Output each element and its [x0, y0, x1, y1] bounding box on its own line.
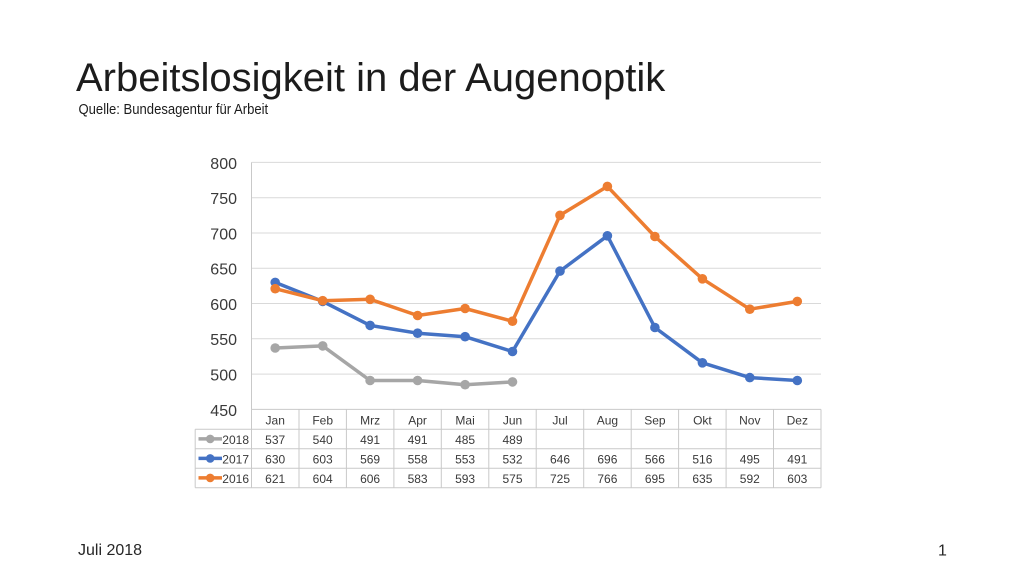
svg-text:Jul: Jul	[552, 413, 567, 427]
svg-text:500: 500	[210, 368, 237, 385]
svg-text:Arbeitslosigkeit in der Augeno: Arbeitslosigkeit in der Augenoptik	[76, 56, 666, 100]
svg-text:491: 491	[360, 433, 380, 447]
svg-text:495: 495	[740, 452, 760, 466]
svg-text:516: 516	[692, 452, 712, 466]
svg-text:604: 604	[313, 472, 333, 486]
svg-text:695: 695	[645, 472, 665, 486]
svg-text:491: 491	[408, 433, 428, 447]
svg-text:Juli 2018: Juli 2018	[78, 542, 142, 559]
svg-text:558: 558	[408, 452, 428, 466]
svg-text:553: 553	[455, 452, 475, 466]
svg-text:1: 1	[938, 543, 947, 560]
svg-text:600: 600	[210, 297, 237, 314]
svg-text:Aug: Aug	[597, 413, 618, 427]
svg-text:750: 750	[210, 191, 237, 208]
svg-text:550: 550	[210, 332, 237, 349]
svg-text:Okt: Okt	[693, 413, 712, 427]
svg-text:Sep: Sep	[644, 413, 666, 427]
svg-text:Apr: Apr	[408, 413, 427, 427]
svg-text:Nov: Nov	[739, 413, 760, 427]
svg-text:540: 540	[313, 433, 333, 447]
svg-text:491: 491	[787, 452, 807, 466]
svg-text:766: 766	[597, 472, 617, 486]
svg-text:635: 635	[692, 472, 712, 486]
svg-text:537: 537	[265, 433, 285, 447]
svg-text:450: 450	[210, 403, 237, 420]
svg-text:485: 485	[455, 433, 475, 447]
svg-text:Dez: Dez	[787, 413, 808, 427]
svg-text:Quelle: Bundesagentur für Arbe: Quelle: Bundesagentur für Arbeit	[79, 100, 269, 117]
svg-text:800: 800	[210, 156, 237, 173]
svg-text:489: 489	[502, 433, 522, 447]
svg-text:621: 621	[265, 472, 285, 486]
svg-text:569: 569	[360, 452, 380, 466]
svg-text:2018: 2018	[222, 433, 249, 447]
svg-text:592: 592	[740, 472, 760, 486]
svg-text:650: 650	[210, 262, 237, 279]
svg-text:566: 566	[645, 452, 665, 466]
svg-text:2017: 2017	[222, 452, 249, 466]
svg-text:646: 646	[550, 452, 570, 466]
svg-text:583: 583	[408, 472, 428, 486]
svg-text:532: 532	[502, 452, 522, 466]
svg-text:696: 696	[597, 452, 617, 466]
svg-text:606: 606	[360, 472, 380, 486]
svg-text:603: 603	[313, 452, 333, 466]
svg-text:725: 725	[550, 472, 570, 486]
svg-text:700: 700	[210, 226, 237, 243]
svg-text:Jan: Jan	[266, 413, 285, 427]
svg-text:Mrz: Mrz	[360, 413, 380, 427]
svg-text:Jun: Jun	[503, 413, 522, 427]
svg-text:593: 593	[455, 472, 475, 486]
svg-text:Mai: Mai	[455, 413, 474, 427]
svg-text:575: 575	[502, 472, 522, 486]
svg-text:2016: 2016	[222, 472, 249, 486]
svg-text:630: 630	[265, 452, 285, 466]
svg-text:603: 603	[787, 472, 807, 486]
svg-text:Feb: Feb	[312, 413, 333, 427]
